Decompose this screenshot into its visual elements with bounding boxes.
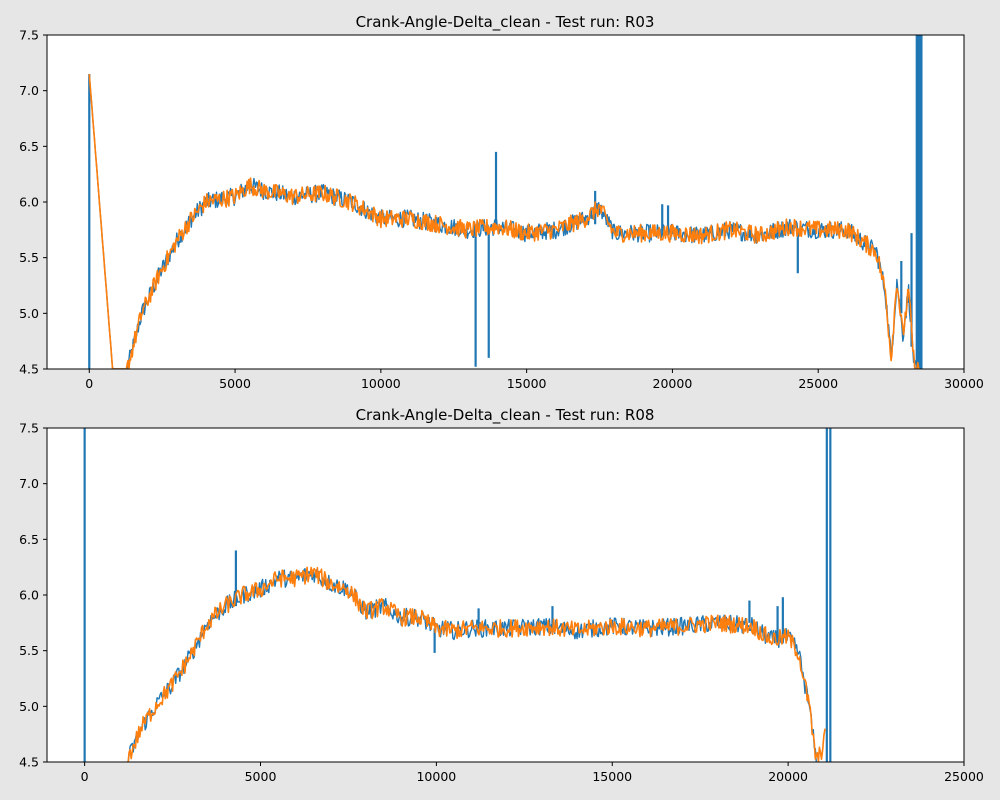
- series-line: [127, 566, 826, 762]
- x-tick-label: 0: [85, 376, 93, 391]
- x-tick-label: 15000: [592, 769, 632, 784]
- y-tick-label: 5.5: [19, 643, 39, 658]
- series-line: [88, 73, 921, 369]
- x-tick-label: 25000: [944, 769, 984, 784]
- x-tick-label: 5000: [219, 376, 251, 391]
- x-tick-label: 10000: [416, 769, 456, 784]
- y-tick-label: 4.5: [19, 362, 39, 377]
- chart-title: Crank-Angle-Delta_clean - Test run: R03: [356, 13, 655, 32]
- y-tick-label: 7.0: [19, 83, 39, 98]
- x-tick-label: 15000: [507, 376, 547, 391]
- x-tick-label: 5000: [245, 769, 277, 784]
- x-tick-label: 25000: [798, 376, 838, 391]
- y-tick-label: 7.5: [19, 28, 39, 43]
- y-tick-label: 5.0: [19, 699, 39, 714]
- y-tick-label: 5.5: [19, 250, 39, 265]
- chart-r08: Crank-Angle-Delta_clean - Test run: R08 …: [19, 406, 984, 784]
- y-tick-label: 7.5: [19, 421, 39, 436]
- x-tick-label: 0: [81, 769, 89, 784]
- plot-area: [47, 428, 964, 762]
- plot-area: [47, 35, 964, 369]
- y-tick-label: 6.5: [19, 139, 39, 154]
- x-tick-label: 30000: [944, 376, 984, 391]
- plot-marks: [88, 35, 923, 369]
- x-tick-label: 10000: [361, 376, 401, 391]
- chart-r03: Crank-Angle-Delta_clean - Test run: R03 …: [19, 13, 984, 391]
- y-tick-label: 5.0: [19, 306, 39, 321]
- y-tick-label: 6.5: [19, 532, 39, 547]
- plot-marks: [83, 428, 832, 762]
- x-tick-label: 20000: [653, 376, 693, 391]
- y-tick-label: 6.0: [19, 195, 39, 210]
- y-tick-label: 6.0: [19, 588, 39, 603]
- y-tick-label: 7.0: [19, 476, 39, 491]
- chart-title: Crank-Angle-Delta_clean - Test run: R08: [356, 406, 655, 425]
- y-tick-label: 4.5: [19, 755, 39, 770]
- x-tick-label: 20000: [768, 769, 808, 784]
